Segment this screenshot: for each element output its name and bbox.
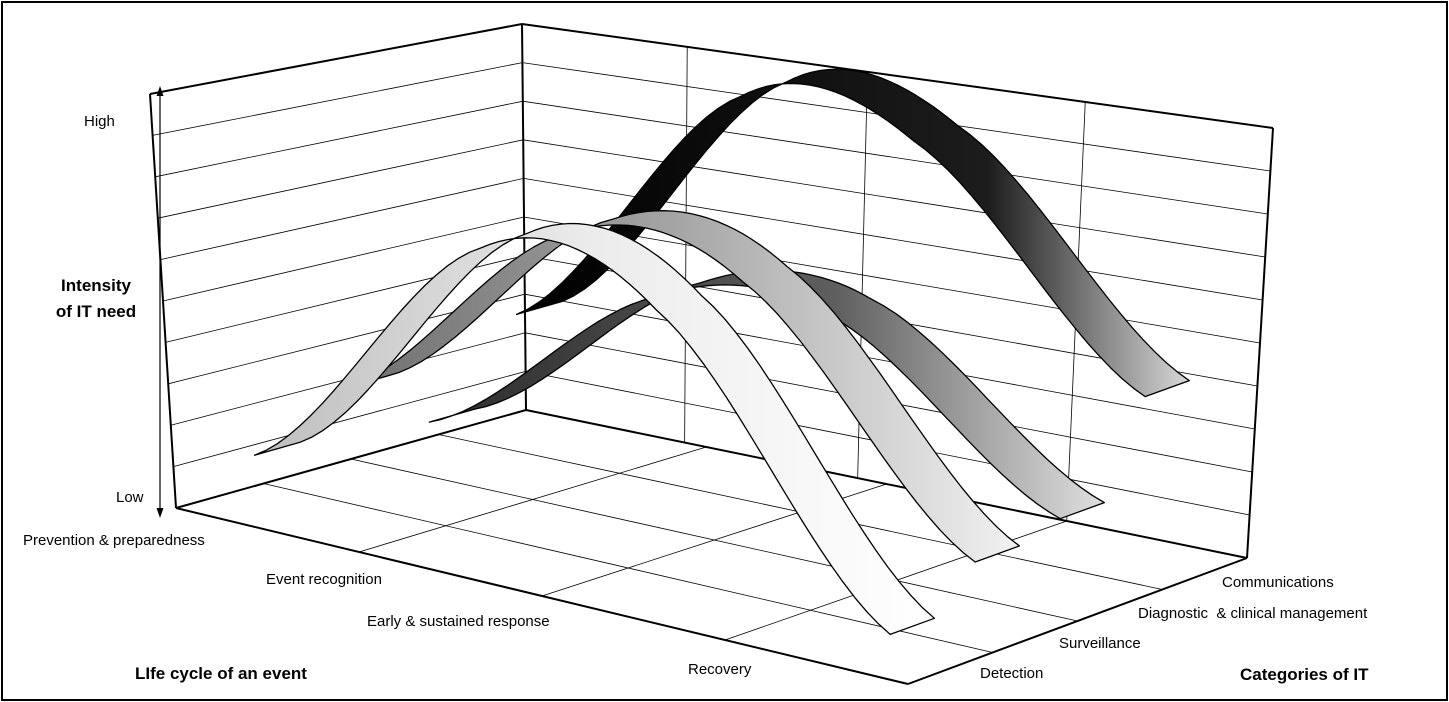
floor-gridline (358, 446, 707, 553)
wall-edge (521, 23, 527, 411)
floor-edge (175, 507, 909, 685)
wall-edge (525, 409, 1248, 559)
back-wall (522, 24, 1273, 558)
ribbon-detection (253, 222, 936, 636)
chart-walls (149, 23, 1274, 685)
x-tick-label: Prevention & preparedness (23, 532, 205, 549)
x-tick-label: Early & sustained response (367, 613, 550, 630)
gridline-vertical (684, 46, 688, 443)
x-tick-label: Event recognition (266, 571, 382, 588)
left-wall (150, 24, 526, 508)
y-axis-title-line1: Intensity (61, 276, 131, 295)
y-axis-title-line2: of IT need (56, 302, 136, 321)
floor (176, 410, 1247, 684)
x-axis-title: LIfe cycle of an event (135, 664, 307, 683)
ribbon-communications (515, 68, 1190, 398)
wall-edge (149, 93, 177, 509)
z-tick-label: Diagnostic & clinical management (1138, 605, 1368, 622)
wall-edge (149, 23, 523, 95)
z-axis-title: Categories of IT (1240, 665, 1369, 684)
floor-edge (907, 557, 1248, 685)
y-axis-arrow (156, 86, 164, 518)
z-tick-label: Communications (1222, 574, 1334, 591)
y-high-label: High (84, 113, 115, 130)
wall-edge (521, 23, 1274, 129)
x-tick-label: Recovery (688, 661, 752, 678)
z-tick-label: Surveillance (1059, 635, 1141, 652)
y-low-label: Low (116, 489, 144, 506)
wall-edge (175, 409, 527, 509)
z-tick-label: Detection (980, 665, 1043, 682)
wall-edge (1246, 127, 1274, 559)
chart-ribbons (253, 68, 1190, 636)
